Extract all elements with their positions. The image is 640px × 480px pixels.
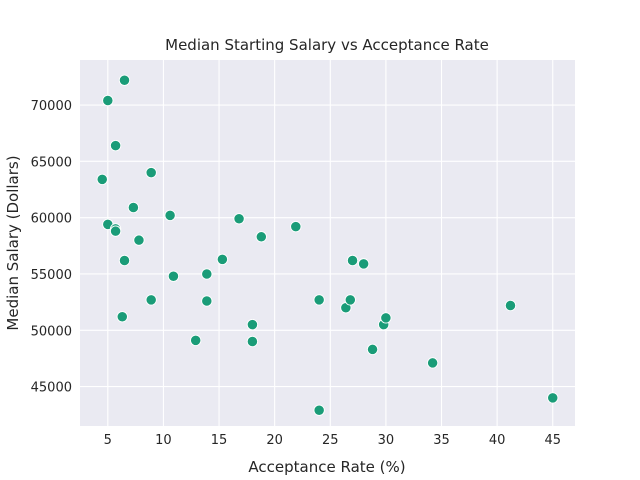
- x-tick-label: 15: [211, 433, 228, 448]
- x-axis-title: Acceptance Rate (%): [248, 458, 405, 476]
- data-point: [96, 173, 108, 186]
- data-point: [190, 334, 202, 347]
- y-tick-label: 60000: [31, 212, 72, 227]
- x-tick-label: 20: [266, 433, 283, 448]
- data-point: [109, 139, 122, 152]
- data-point: [290, 221, 302, 233]
- x-tick-labels: 5 10 15 20 25 30 35 40 45: [104, 433, 561, 448]
- data-point: [313, 294, 325, 306]
- data-point: [102, 94, 114, 107]
- data-point: [246, 318, 259, 331]
- y-tick-label: 50000: [31, 324, 72, 339]
- data-point: [255, 231, 267, 243]
- data-point: [346, 254, 359, 267]
- x-tick-label: 45: [544, 433, 561, 448]
- data-point: [109, 225, 122, 237]
- data-point: [426, 357, 439, 369]
- y-tick-label: 70000: [31, 99, 72, 114]
- data-point: [366, 343, 379, 356]
- y-tick-label: 45000: [31, 381, 72, 396]
- x-tick-label: 5: [104, 433, 112, 448]
- x-tick-label: 40: [489, 433, 506, 448]
- data-point: [118, 74, 131, 86]
- plot-area: [80, 60, 575, 426]
- chart-title: Median Starting Salary vs Acceptance Rat…: [165, 36, 489, 54]
- data-point: [246, 335, 259, 348]
- data-point: [380, 312, 392, 324]
- data-point: [201, 268, 213, 280]
- data-point: [164, 209, 176, 222]
- y-tick-labels: 45000 50000 55000 60000 65000 70000: [31, 99, 72, 396]
- data-point: [133, 234, 145, 246]
- data-point: [145, 294, 157, 306]
- data-point: [344, 294, 356, 306]
- data-point: [201, 295, 213, 307]
- data-point: [313, 404, 325, 416]
- data-point: [118, 254, 131, 267]
- x-gridlines: [107, 60, 554, 426]
- data-point: [216, 253, 229, 265]
- x-tick-label: 35: [433, 433, 450, 448]
- data-point: [547, 392, 559, 404]
- y-tick-label: 55000: [31, 268, 72, 283]
- data-point: [358, 258, 370, 270]
- y-tick-label: 65000: [31, 155, 72, 170]
- data-point: [145, 166, 157, 179]
- y-axis-title: Median Salary (Dollars): [4, 155, 22, 330]
- x-tick-label: 30: [378, 433, 395, 448]
- data-point: [233, 213, 245, 225]
- data-point: [167, 270, 180, 282]
- y-gridlines: [80, 104, 575, 388]
- data-point: [504, 299, 517, 312]
- x-tick-label: 10: [155, 433, 172, 448]
- data-points: [96, 74, 559, 416]
- data-point: [127, 201, 140, 214]
- data-point: [116, 311, 128, 323]
- x-tick-label: 25: [322, 433, 339, 448]
